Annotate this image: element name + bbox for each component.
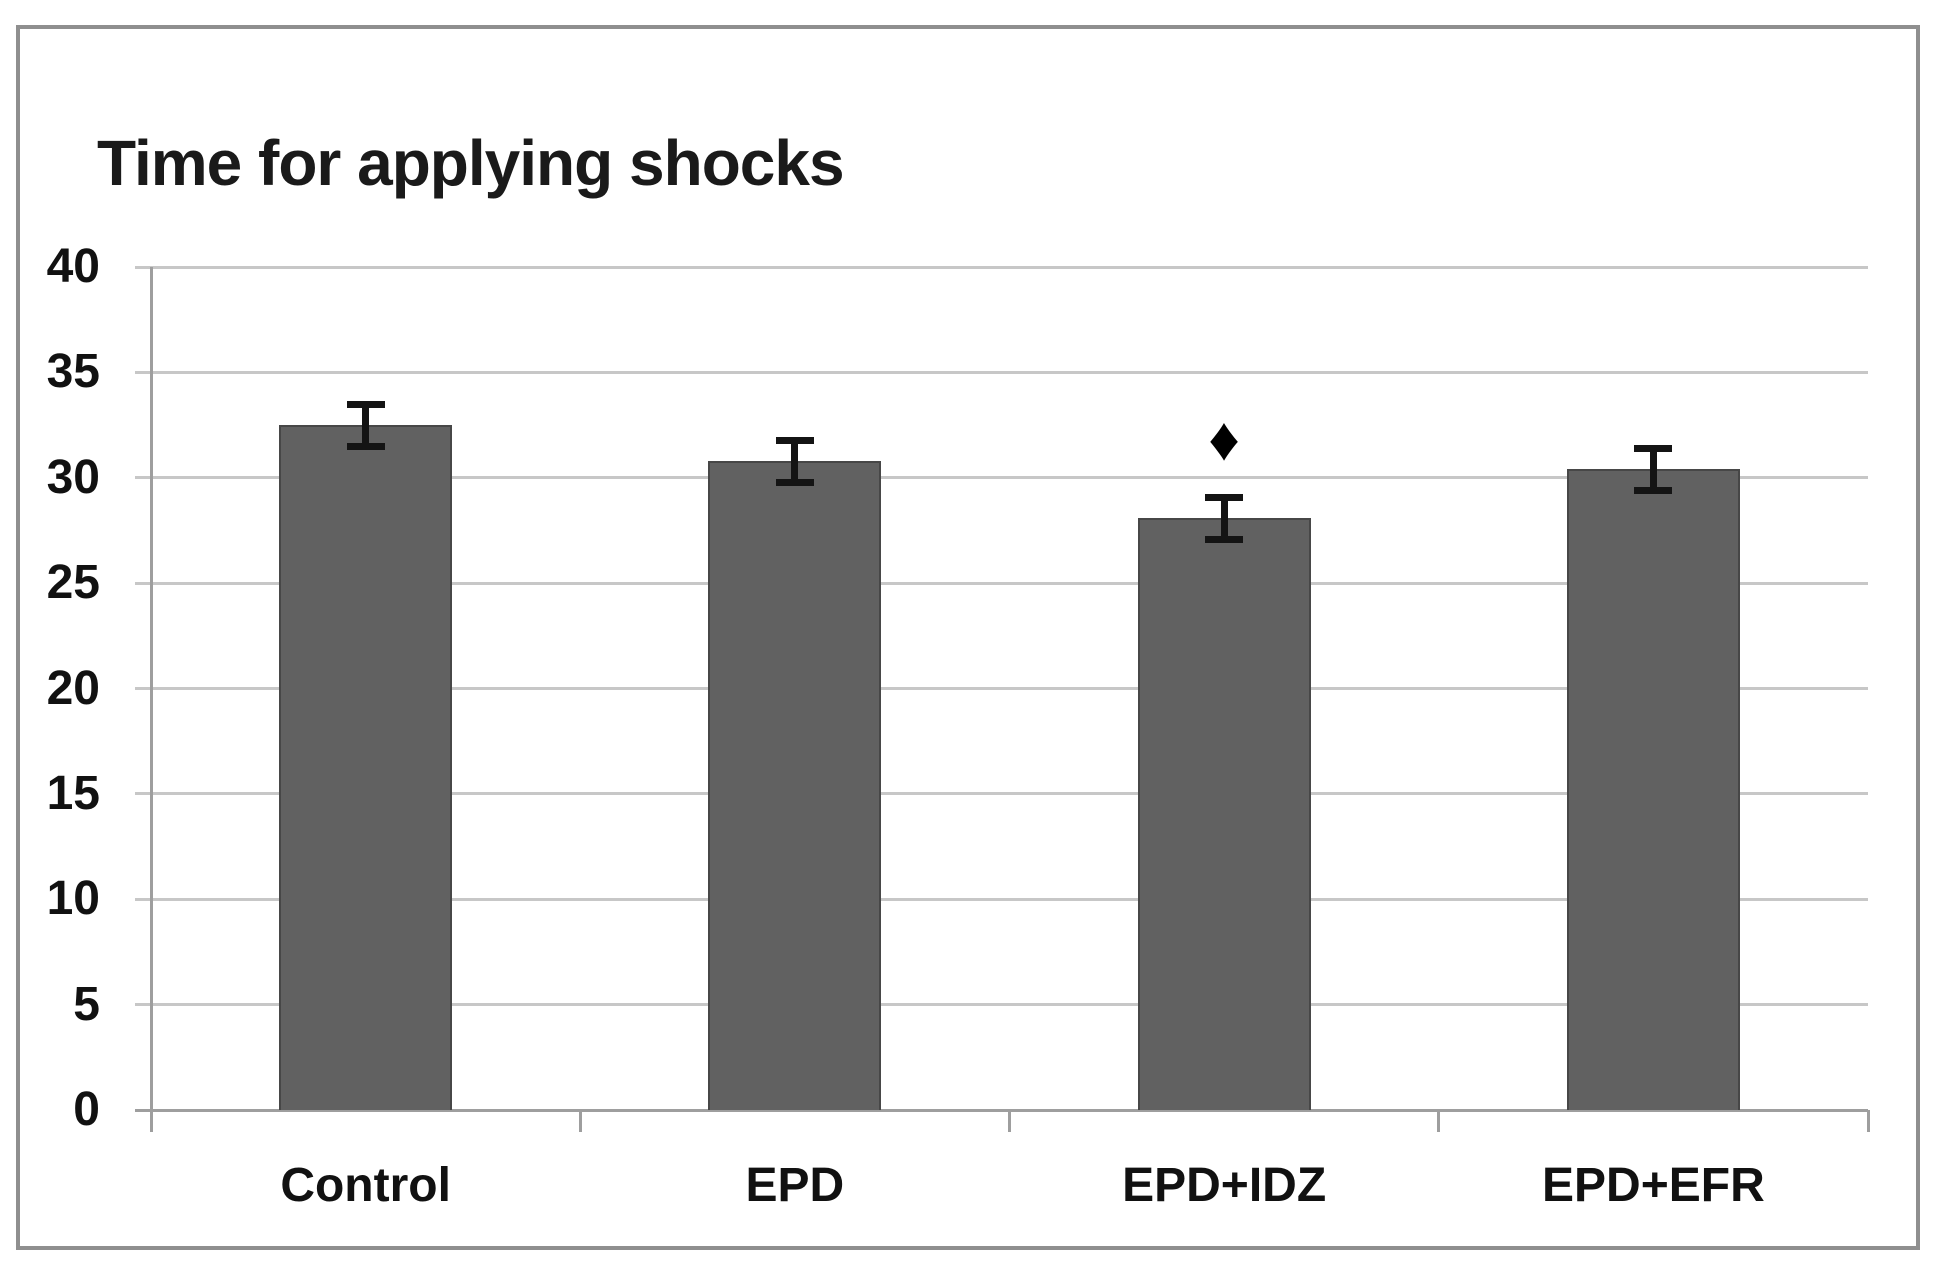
gridline-40 [135, 265, 1868, 269]
x-tick-label-epd-idz: EPD+IDZ [1122, 1159, 1327, 1212]
y-tick-label-30: 30 [46, 450, 100, 504]
y-tick-label-25: 25 [46, 556, 100, 610]
chart-title: Time for applying shocks [97, 127, 845, 199]
bar-epd-efr [1566, 469, 1740, 1110]
x-tick-label-epd-efr: EPD+EFR [1542, 1159, 1765, 1212]
error-bar-epd-efr [1649, 448, 1657, 491]
error-bar-cap-bottom-epd-efr [1634, 487, 1673, 495]
gridline-10 [135, 897, 1868, 901]
gridline-30 [135, 476, 1868, 480]
significance-diamond: ♦ [1208, 404, 1240, 474]
gridline-35 [135, 370, 1868, 374]
x-axis-boundary-tick-1 [578, 1110, 582, 1132]
bar-epd-idz [1137, 517, 1311, 1110]
x-axis-boundary-tick-4 [1866, 1110, 1870, 1132]
x-tick-label-epd: EPD [745, 1159, 845, 1212]
gridline-25 [135, 581, 1868, 585]
y-tick-label-10: 10 [46, 872, 100, 926]
x-axis-line [135, 1108, 1868, 1112]
x-axis-boundary-tick-3 [1437, 1110, 1441, 1132]
y-tick-label-40: 40 [46, 240, 100, 293]
x-tick-label-control: Control [280, 1159, 451, 1212]
error-bar-cap-bottom-epd [775, 478, 814, 486]
x-axis-boundary-tick-2 [1008, 1110, 1011, 1132]
error-bar-cap-bottom-control [346, 443, 385, 451]
y-tick-label-5: 5 [73, 977, 100, 1031]
gridline-15 [135, 792, 1868, 796]
error-bar-cap-top-epd-efr [1634, 445, 1673, 453]
bar-control [279, 425, 453, 1110]
error-bar-cap-top-control [346, 400, 385, 408]
y-tick-label-15: 15 [46, 766, 100, 820]
bar-epd [708, 460, 882, 1110]
error-bar-cap-top-epd-idz [1205, 493, 1244, 501]
error-bar-epd-idz [1220, 496, 1228, 539]
y-axis-line [150, 267, 153, 1132]
error-bar-epd [791, 439, 799, 482]
y-tick-label-35: 35 [46, 345, 100, 399]
error-bar-cap-top-epd [775, 436, 814, 444]
y-tick-label-20: 20 [46, 661, 100, 715]
error-bar-control [362, 403, 370, 447]
error-bar-cap-bottom-epd-idz [1205, 535, 1244, 543]
y-tick-label-0: 0 [73, 1083, 100, 1136]
gridline-5 [135, 1003, 1868, 1007]
gridline-20 [135, 687, 1868, 690]
